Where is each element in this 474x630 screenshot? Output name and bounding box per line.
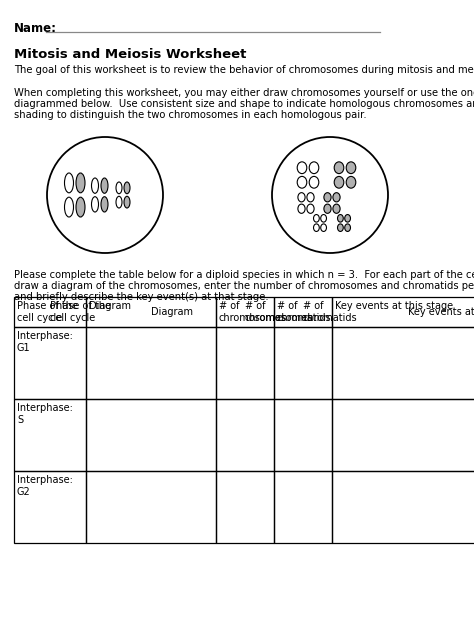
Bar — [332, 471, 474, 543]
Text: Please complete the table below for a diploid species in which n = 3.  For each : Please complete the table below for a di… — [14, 270, 474, 280]
Text: Diagram: Diagram — [151, 307, 193, 317]
Ellipse shape — [334, 162, 344, 174]
Ellipse shape — [124, 197, 130, 208]
Bar — [332, 297, 474, 327]
Text: Interphase:
G2: Interphase: G2 — [17, 475, 73, 498]
Ellipse shape — [333, 204, 340, 214]
Ellipse shape — [333, 193, 340, 202]
Bar — [216, 297, 274, 327]
Ellipse shape — [345, 215, 350, 222]
Ellipse shape — [321, 215, 327, 222]
Bar — [332, 327, 474, 399]
Ellipse shape — [345, 224, 350, 231]
Text: When completing this worksheet, you may either draw chromosomes yourself or use : When completing this worksheet, you may … — [14, 88, 474, 98]
Bar — [86, 327, 216, 399]
Ellipse shape — [298, 204, 305, 214]
Text: draw a diagram of the chromosomes, enter the number of chromosomes and chromatid: draw a diagram of the chromosomes, enter… — [14, 281, 474, 291]
Ellipse shape — [337, 224, 343, 231]
Ellipse shape — [91, 197, 99, 212]
Bar — [86, 297, 216, 327]
Bar — [274, 399, 332, 471]
Text: Phase of the
cell cycle: Phase of the cell cycle — [17, 301, 78, 323]
Text: Phase of the
cell cycle: Phase of the cell cycle — [50, 301, 111, 323]
Ellipse shape — [124, 182, 130, 193]
Text: Interphase:
G1: Interphase: G1 — [17, 331, 73, 353]
Text: shading to distinguish the two chromosomes in each homologous pair.: shading to distinguish the two chromosom… — [14, 110, 366, 120]
Ellipse shape — [64, 173, 73, 193]
Bar — [274, 297, 332, 327]
Bar — [14, 327, 86, 399]
Text: and briefly describe the key event(s) at that stage.: and briefly describe the key event(s) at… — [14, 292, 269, 302]
Ellipse shape — [313, 215, 319, 222]
Ellipse shape — [346, 162, 356, 174]
Text: # of
chromatids: # of chromatids — [303, 301, 357, 323]
Ellipse shape — [307, 204, 314, 214]
Ellipse shape — [334, 176, 344, 188]
Ellipse shape — [76, 173, 85, 193]
Ellipse shape — [101, 197, 108, 212]
Bar — [14, 297, 86, 327]
Text: # of
chromatids: # of chromatids — [277, 301, 332, 323]
Text: Name:: Name: — [14, 22, 57, 35]
Ellipse shape — [307, 193, 314, 202]
Bar — [86, 471, 216, 543]
Bar — [86, 399, 216, 471]
Bar — [216, 399, 274, 471]
Ellipse shape — [101, 178, 108, 193]
Text: Diagram: Diagram — [89, 301, 131, 311]
Ellipse shape — [309, 162, 319, 174]
Text: Interphase:
S: Interphase: S — [17, 403, 73, 425]
Bar — [274, 471, 332, 543]
Text: # of
chromosomes: # of chromosomes — [219, 301, 287, 323]
Ellipse shape — [76, 197, 85, 217]
Text: Key events at this stage: Key events at this stage — [335, 301, 453, 311]
Bar — [14, 399, 86, 471]
Ellipse shape — [337, 215, 343, 222]
Ellipse shape — [64, 197, 73, 217]
Ellipse shape — [298, 193, 305, 202]
Ellipse shape — [346, 176, 356, 188]
Ellipse shape — [321, 224, 327, 231]
Bar — [274, 327, 332, 399]
Text: The goal of this worksheet is to review the behavior of chromosomes during mitos: The goal of this worksheet is to review … — [14, 65, 474, 75]
Ellipse shape — [309, 176, 319, 188]
Bar — [216, 327, 274, 399]
Ellipse shape — [313, 224, 319, 231]
Ellipse shape — [297, 176, 307, 188]
Text: # of
chromosomes: # of chromosomes — [245, 301, 313, 323]
Text: Key events at this stage: Key events at this stage — [408, 307, 474, 317]
Ellipse shape — [297, 162, 307, 174]
Bar — [216, 471, 274, 543]
Ellipse shape — [116, 182, 122, 193]
Ellipse shape — [324, 204, 331, 214]
Text: diagrammed below.  Use consistent size and shape to indicate homologous chromoso: diagrammed below. Use consistent size an… — [14, 99, 474, 109]
Bar — [14, 471, 86, 543]
Ellipse shape — [324, 193, 331, 202]
Text: Mitosis and Meiosis Worksheet: Mitosis and Meiosis Worksheet — [14, 48, 246, 61]
Ellipse shape — [116, 197, 122, 208]
Ellipse shape — [91, 178, 99, 193]
Bar — [332, 399, 474, 471]
